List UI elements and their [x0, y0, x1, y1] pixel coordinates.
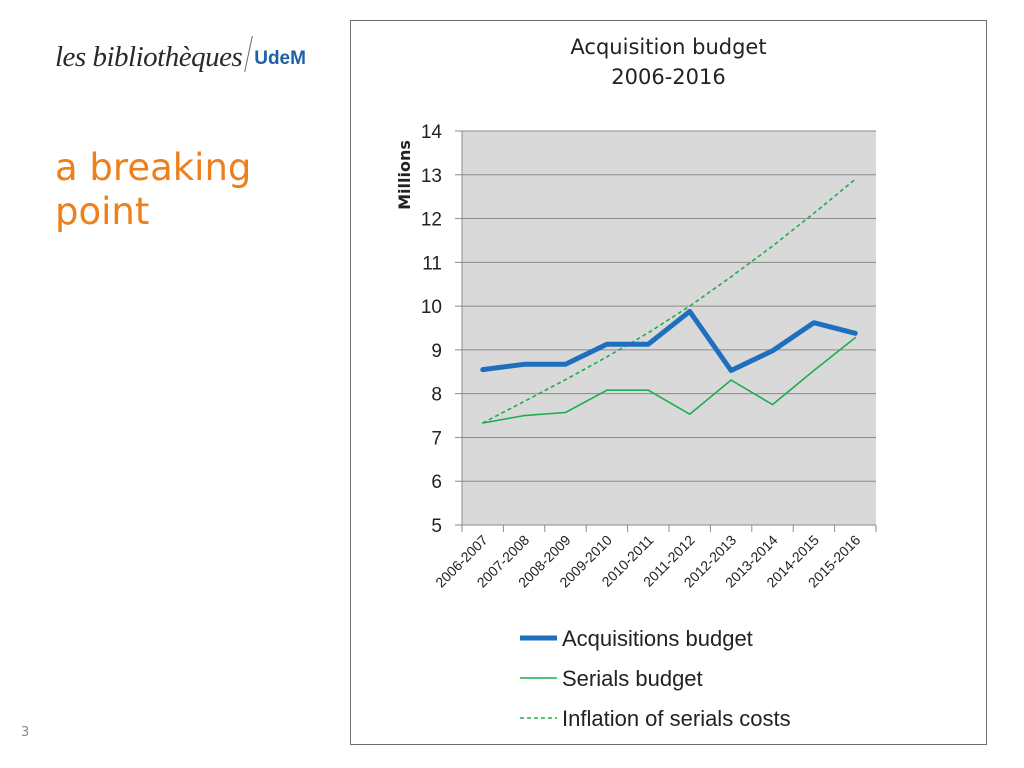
series-line-inflation-of-serials-costs [482, 178, 856, 424]
y-tick-label: 5 [431, 516, 442, 537]
udem-library-logo: les bibliothèques UdeM [55, 36, 306, 74]
legend-label: Serials budget [562, 666, 703, 691]
chart-subtitle: 2006-2016 [611, 65, 726, 89]
chart-title-block: Acquisition budget 2006-2016 [350, 32, 987, 92]
y-tick-label: 7 [431, 428, 442, 449]
logo-script-text: les bibliothèques [55, 41, 243, 73]
series-line-serials-budget [481, 336, 857, 424]
slide-headline: a breaking point [55, 146, 315, 234]
logo-brand-text: UdeM [254, 48, 306, 69]
y-tick-label: 14 [421, 122, 443, 143]
y-tick-label: 9 [431, 341, 442, 362]
y-tick-label: 12 [421, 210, 442, 231]
y-tick-label: 13 [421, 166, 442, 187]
y-tick-label: 8 [431, 385, 442, 406]
series-line-acquisitions-budget [480, 308, 858, 373]
y-axis-label: Millions [395, 140, 414, 210]
y-tick-label: 11 [422, 253, 442, 274]
legend-label: Acquisitions budget [562, 626, 753, 651]
y-tick-label: 10 [421, 297, 442, 318]
headline-line-1: a breaking [55, 146, 252, 189]
page-number: 3 [21, 725, 30, 740]
chart-title: Acquisition budget [570, 35, 767, 59]
legend-label: Inflation of serials costs [562, 706, 791, 731]
y-tick-label: 6 [431, 472, 442, 493]
headline-line-2: point [55, 190, 150, 233]
